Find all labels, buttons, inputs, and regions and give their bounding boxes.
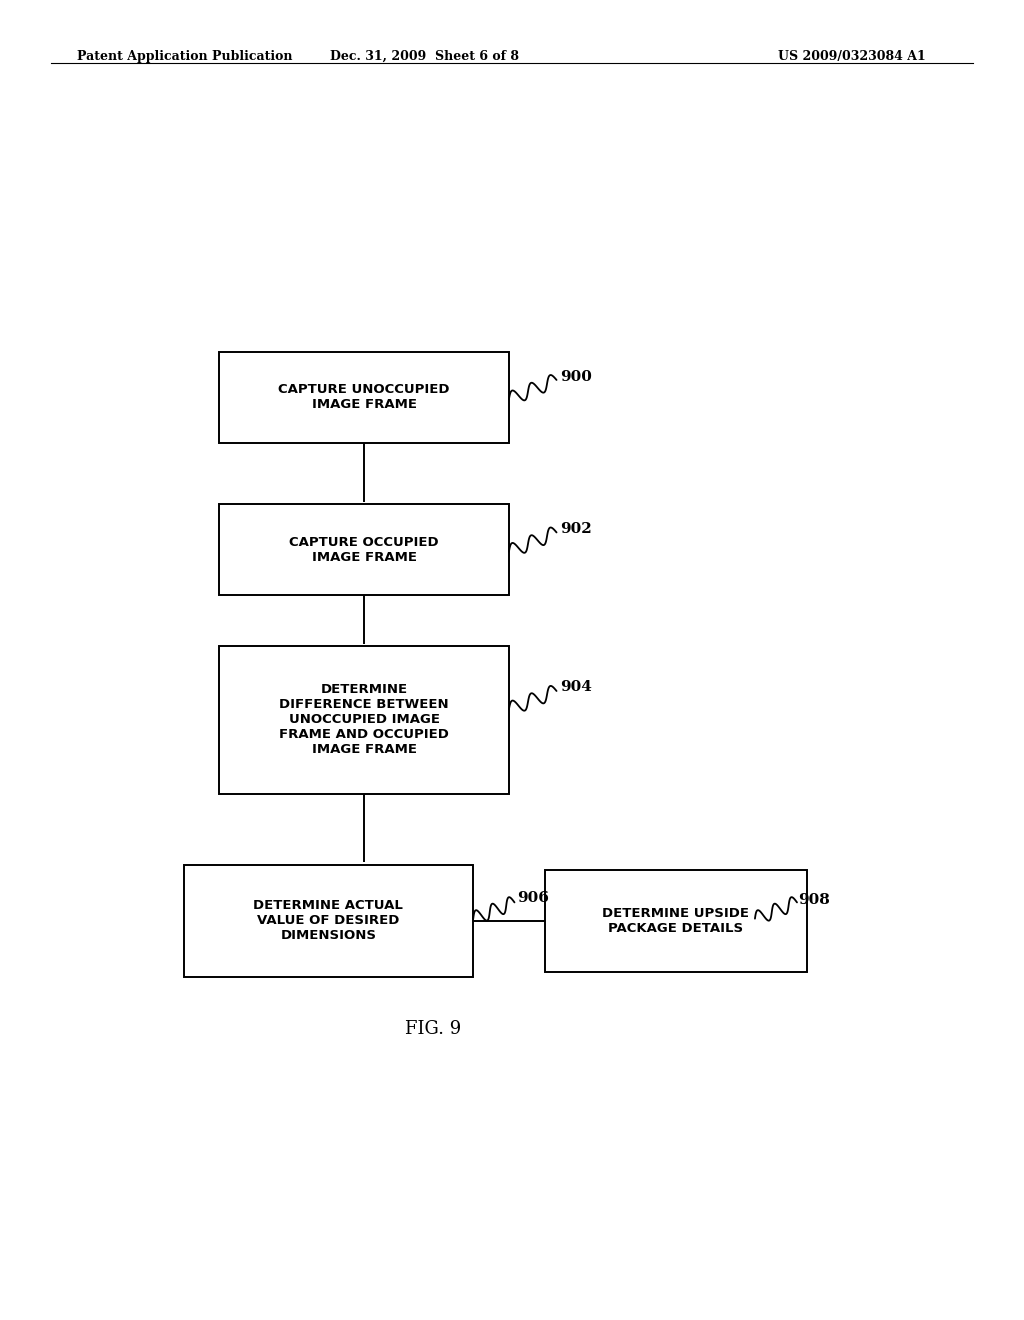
Text: 902: 902 <box>560 523 592 536</box>
Text: DETERMINE
DIFFERENCE BETWEEN
UNOCCUPIED IMAGE
FRAME AND OCCUPIED
IMAGE FRAME: DETERMINE DIFFERENCE BETWEEN UNOCCUPIED … <box>280 684 450 756</box>
Text: FIG. 9: FIG. 9 <box>406 1020 462 1039</box>
Text: DETERMINE UPSIDE
PACKAGE DETAILS: DETERMINE UPSIDE PACKAGE DETAILS <box>602 907 750 935</box>
Text: US 2009/0323084 A1: US 2009/0323084 A1 <box>778 50 926 63</box>
Text: 906: 906 <box>517 891 549 906</box>
FancyBboxPatch shape <box>219 647 509 793</box>
FancyBboxPatch shape <box>183 865 473 977</box>
FancyBboxPatch shape <box>545 870 807 972</box>
Text: CAPTURE OCCUPIED
IMAGE FRAME: CAPTURE OCCUPIED IMAGE FRAME <box>290 536 439 564</box>
Text: DETERMINE ACTUAL
VALUE OF DESIRED
DIMENSIONS: DETERMINE ACTUAL VALUE OF DESIRED DIMENS… <box>254 899 403 942</box>
Text: 900: 900 <box>560 370 593 384</box>
Text: Dec. 31, 2009  Sheet 6 of 8: Dec. 31, 2009 Sheet 6 of 8 <box>331 50 519 63</box>
FancyBboxPatch shape <box>219 504 509 595</box>
Text: Patent Application Publication: Patent Application Publication <box>77 50 292 63</box>
Text: 904: 904 <box>560 680 593 694</box>
Text: CAPTURE UNOCCUPIED
IMAGE FRAME: CAPTURE UNOCCUPIED IMAGE FRAME <box>279 383 450 412</box>
FancyBboxPatch shape <box>219 351 509 444</box>
Text: 908: 908 <box>799 894 830 907</box>
